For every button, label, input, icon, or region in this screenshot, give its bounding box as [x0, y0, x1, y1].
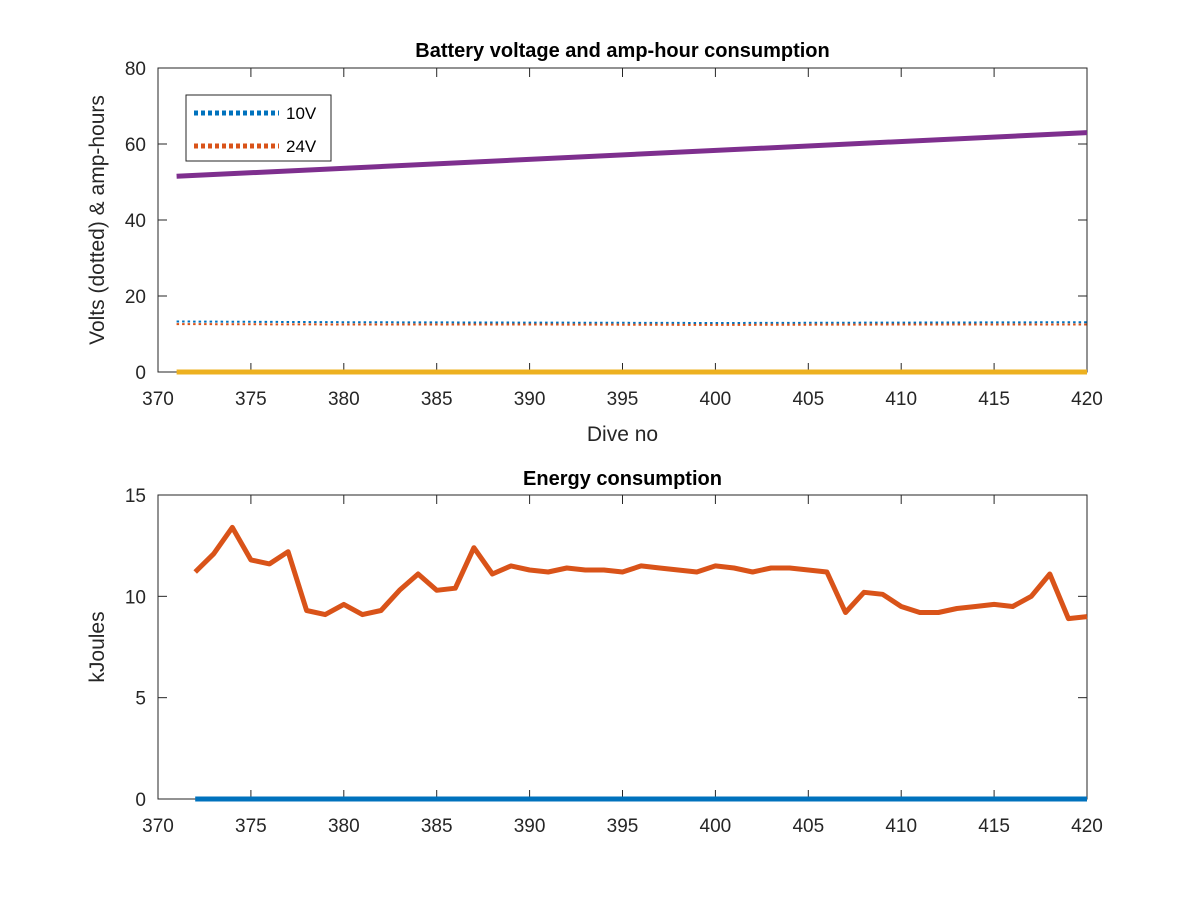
legend-label-24v: 24V [286, 137, 317, 156]
x-tick-label: 385 [421, 816, 453, 837]
x-tick-label: 390 [514, 389, 546, 410]
chart-title: Energy consumption [523, 468, 722, 490]
y-tick-label: 40 [125, 211, 146, 232]
bottom-chart: 370 375 380 385 390 395 400 405 410 415 420 0 5 10 15 E… [86, 468, 1103, 837]
series-line-10v [176, 320, 1088, 324]
chart-title: Battery voltage and amp-hour consumption [415, 40, 829, 62]
legend-box [185, 94, 332, 162]
x-tick-label: 410 [885, 816, 917, 837]
x-tick-label: 395 [607, 389, 639, 410]
x-tick-label: 410 [885, 389, 917, 410]
x-tick-label: 400 [700, 816, 732, 837]
series-line-24v [176, 323, 1087, 326]
x-tick-label: 420 [1071, 816, 1103, 837]
plot-area [157, 494, 1088, 800]
x-tick-label: 375 [235, 389, 267, 410]
y-tick-label: 5 [135, 689, 146, 710]
x-tick-label: 415 [978, 389, 1010, 410]
y-axis-label: kJoules [86, 611, 109, 682]
legend: 10V 24V [185, 94, 332, 162]
x-tick-label: 390 [514, 816, 546, 837]
y-tick-label: 10 [125, 587, 146, 608]
x-tick-label: 400 [700, 389, 732, 410]
x-tick-label: 380 [328, 389, 360, 410]
x-axis-label: Dive no [587, 423, 658, 446]
x-tick-label: 380 [328, 816, 360, 837]
x-tick-label: 370 [142, 389, 174, 410]
series-line-0 [193, 524, 1088, 622]
y-axis-label: Volts (dotted) & amp-hours [86, 95, 109, 345]
x-tick-label: 370 [142, 816, 174, 837]
x-tick-label: 395 [607, 816, 639, 837]
y-tick-label: 0 [135, 790, 146, 811]
y-tick-label: 20 [125, 287, 146, 308]
top-chart: 370 375 380 385 390 395 400 405 410 415 420 0 20 40 60… [86, 40, 1103, 446]
x-tick-label: 405 [792, 389, 824, 410]
y-tick-label: 60 [125, 135, 146, 156]
x-tick-label: 405 [792, 816, 824, 837]
y-tick-label: 15 [125, 486, 146, 507]
legend-label-10v: 10V [286, 104, 317, 123]
series-line-2 [176, 130, 1088, 179]
x-tick-label: 415 [978, 816, 1010, 837]
x-tick-label: 385 [421, 389, 453, 410]
x-tick-label: 420 [1071, 389, 1103, 410]
x-tick-label: 375 [235, 816, 267, 837]
y-tick-label: 0 [135, 363, 146, 384]
y-tick-label: 80 [125, 59, 146, 80]
